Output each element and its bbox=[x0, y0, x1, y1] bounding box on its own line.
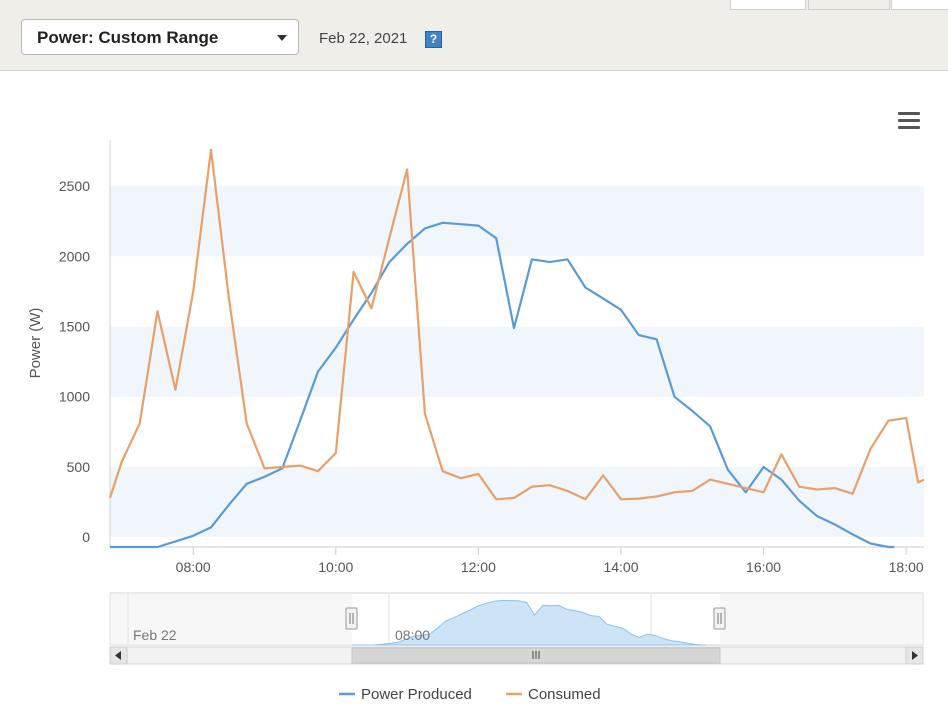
series-line-consumed[interactable] bbox=[108, 148, 925, 501]
toolbar: Power: Custom Range Feb 22, 2021 ? bbox=[0, 0, 948, 71]
y-axis-title: Power (W) bbox=[27, 308, 44, 379]
selected-date: Feb 22, 2021 bbox=[319, 30, 408, 47]
navigator-handle-left[interactable] bbox=[345, 607, 358, 630]
range-select[interactable]: Power: Custom Range bbox=[21, 19, 299, 55]
navigator-mask-left bbox=[110, 593, 352, 645]
y-ticks: 0 500 1000 1500 2000 2500 bbox=[59, 178, 90, 545]
tab-2[interactable] bbox=[808, 0, 890, 10]
navigator[interactable]: Feb 22 08:00 bbox=[109, 592, 924, 646]
plot-band bbox=[110, 326, 924, 397]
y-tick-label: 1000 bbox=[59, 389, 90, 405]
legend-label-produced: Power Produced bbox=[361, 686, 472, 703]
range-select-value: Power: Custom Range bbox=[37, 28, 219, 47]
x-tick-label: 14:00 bbox=[603, 559, 638, 575]
chevron-right-icon bbox=[912, 651, 918, 660]
x-tick-label: 12:00 bbox=[461, 559, 496, 575]
x-tick-label: 16:00 bbox=[746, 559, 781, 575]
legend: Power Produced Consumed bbox=[339, 686, 601, 703]
y-tick-label: 2500 bbox=[59, 178, 90, 194]
x-ticks: 08:00 10:00 12:00 14:00 16:00 18:00 bbox=[176, 547, 924, 575]
navigator-label-date: Feb 22 bbox=[133, 627, 177, 643]
x-tick-label: 10:00 bbox=[318, 559, 353, 575]
navigator-mask-right bbox=[720, 593, 923, 645]
plot-band bbox=[110, 466, 924, 537]
navigator-area bbox=[352, 599, 707, 646]
navigator-handle-right[interactable] bbox=[713, 607, 726, 630]
chevron-left-icon bbox=[115, 651, 121, 660]
tab-1[interactable] bbox=[730, 0, 806, 10]
y-tick-label: 0 bbox=[82, 529, 90, 545]
help-icon[interactable]: ? bbox=[425, 31, 442, 48]
x-tick-label: 08:00 bbox=[176, 559, 211, 575]
x-tick-label: 18:00 bbox=[889, 559, 924, 575]
series-lines bbox=[108, 148, 925, 549]
y-tick-label: 2000 bbox=[59, 248, 90, 264]
legend-item-consumed[interactable]: Consumed bbox=[506, 686, 601, 703]
y-tick-label: 1500 bbox=[59, 318, 90, 334]
plot-bands bbox=[110, 186, 924, 537]
chevron-down-icon bbox=[277, 35, 287, 41]
hamburger-menu-icon[interactable] bbox=[898, 112, 920, 130]
navigator-label-time: 08:00 bbox=[395, 627, 430, 643]
legend-item-produced[interactable]: Power Produced bbox=[339, 686, 472, 703]
tab-3[interactable] bbox=[891, 0, 948, 10]
legend-label-consumed: Consumed bbox=[528, 686, 601, 703]
scrollbar[interactable] bbox=[109, 646, 924, 665]
y-tick-label: 500 bbox=[67, 459, 91, 475]
plot-band bbox=[110, 186, 924, 257]
